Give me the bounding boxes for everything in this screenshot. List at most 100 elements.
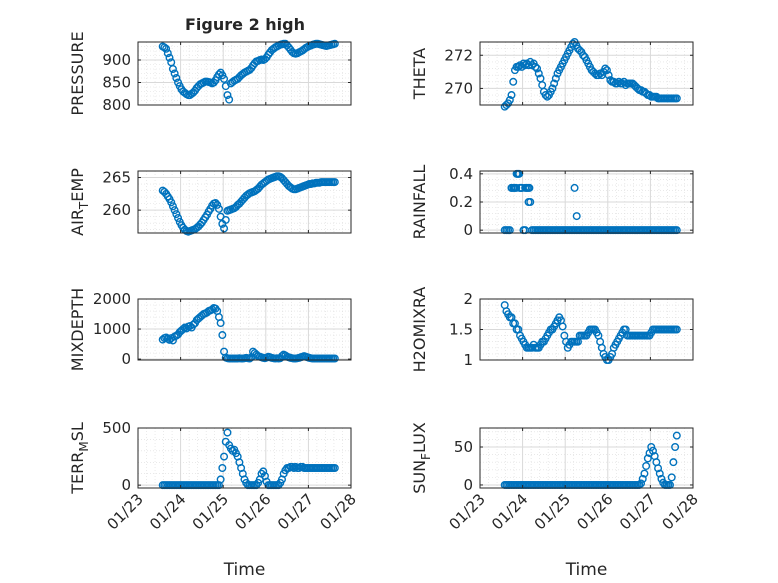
y-tick-label: 1.5 [449,321,473,339]
data-point [672,431,681,440]
x-tick-label: 01/25 [189,490,232,533]
data-point [225,95,234,104]
subplot-grid: 800 850 900 PRESSURE 270 272 THETA 260 265 AIRTEM… [68,31,702,580]
y-axis-label: RAINFALL [410,165,429,240]
y-tick-label: 1000 [93,320,131,338]
x-tick-label: 01/23 [104,490,147,533]
data-point [330,464,339,473]
data-point [163,49,172,58]
data-point [218,464,227,473]
data-point [330,178,339,187]
data-point [548,84,557,93]
axes-box [137,170,352,234]
y-tick-label: 260 [102,201,131,219]
data-point [214,70,223,79]
subplot-pressure: 800 850 900 PRESSURE [68,31,352,116]
data-point [259,467,268,476]
data-point [604,71,613,80]
data-point [558,322,567,331]
data-point [174,213,183,222]
y-tick-label: 2000 [93,290,131,308]
data-point [330,354,339,363]
y-tick-label: 1 [463,351,473,369]
data-point [655,469,664,478]
data-point [170,69,179,78]
data-point [216,475,225,484]
data-point [220,74,229,83]
data-point [637,479,646,488]
data-point [168,64,177,73]
x-tick-label: 01/24 [488,490,531,533]
data-point [160,43,169,52]
y-axis-label: MIXDEPTH [68,288,87,371]
data-point [671,442,680,451]
data-point [172,73,181,82]
y-tick-label: 50 [454,438,473,456]
data-point [213,200,222,209]
x-tick-label: 01/25 [531,490,574,533]
y-tick-label: 0 [121,476,131,494]
data-point [672,94,681,103]
data-point [168,202,177,211]
data-point [572,212,581,221]
data-point [657,474,666,483]
axes-box [479,427,694,489]
data-point [221,215,230,224]
data-point [218,331,227,340]
data-point [672,325,681,334]
data-point [570,183,579,192]
y-axis-label: SUNFLUX [410,422,433,494]
y-tick-label: 0 [121,350,131,368]
data-point [170,206,179,215]
data-point [667,473,676,482]
data-point [534,69,543,78]
data-point [638,474,647,483]
y-axis-label: TERRMSL [68,422,91,495]
y-tick-label: 0 [463,476,473,494]
x-axis-label: Time [565,560,608,580]
subplot-theta: 270 272 THETA [410,38,694,111]
data-point [330,39,339,48]
y-tick-label: 270 [444,79,473,97]
data-point [526,197,535,206]
data-point [162,44,171,53]
data-point [654,464,663,473]
y-tick-label: 900 [102,51,131,69]
axes-box [479,41,694,106]
data-point [208,305,217,314]
data-point [167,198,176,207]
x-tick-label: 01/28 [659,490,702,533]
y-tick-label: 500 [102,419,131,437]
data-point [507,91,516,100]
data-point [245,354,254,363]
y-axis-label: AIRTEMP [68,168,91,236]
data-point [163,334,172,343]
data-point [647,442,656,451]
data-series [158,39,339,104]
y-axis-label: PRESSURE [68,31,87,115]
subplot-h2omixra: 1 1.5 2 H2OMIXRA [410,287,694,372]
axes-box [137,41,352,106]
x-tick-label: 01/28 [317,490,360,533]
y-tick-label: 0.4 [449,165,473,183]
data-point [509,77,518,86]
data-point [211,198,220,207]
y-tick-label: 0 [463,221,473,239]
data-point [220,452,229,461]
data-point [223,91,232,100]
axes-box [137,427,352,489]
y-tick-label: 850 [102,74,131,92]
data-point [643,454,652,463]
data-point [223,428,232,437]
data-point [533,64,542,73]
data-point [220,224,229,233]
data-point [601,64,610,73]
subplot-mixdepth: 0 1000 2000 MIXDEPTH [68,288,352,371]
data-point [551,74,560,83]
data-series [500,38,681,111]
y-tick-label: 2 [463,290,473,308]
plot-area [138,428,351,488]
y-tick-label: 800 [102,96,131,114]
data-point [648,446,657,455]
